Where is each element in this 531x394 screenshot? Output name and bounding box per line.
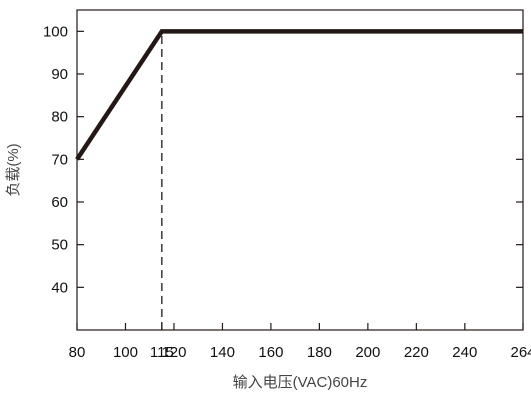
x-tick-label: 160 bbox=[258, 344, 283, 361]
load-derating-line bbox=[75, 29, 523, 161]
series-layer bbox=[75, 29, 523, 161]
y-tick-label: 50 bbox=[51, 237, 68, 254]
y-tick-label: 80 bbox=[51, 109, 68, 126]
y-tick-label: 90 bbox=[51, 66, 68, 83]
x-tick-label: 220 bbox=[404, 344, 429, 361]
y-tick-label: 40 bbox=[51, 279, 68, 296]
y-tick-label: 70 bbox=[51, 151, 68, 168]
x-tick-label: 115 bbox=[150, 344, 174, 361]
x-tick-label: 140 bbox=[210, 344, 235, 361]
x-tick-label: 80 bbox=[69, 344, 86, 361]
y-axis-title: 负载(%) bbox=[5, 143, 22, 196]
y-tick-label: 60 bbox=[51, 194, 68, 211]
x-tick-label: 240 bbox=[452, 344, 477, 361]
x-tick-label: 264 bbox=[510, 344, 531, 361]
x-tick-label: 120 bbox=[161, 344, 186, 361]
x-axis-title: 输入电压(VAC)60Hz bbox=[233, 374, 368, 391]
plot-frame bbox=[76, 9, 524, 331]
y-tick-label: 100 bbox=[43, 23, 68, 40]
x-tick-label: 100 bbox=[113, 344, 138, 361]
x-tick-label: 200 bbox=[355, 344, 380, 361]
x-tick-label: 180 bbox=[307, 344, 332, 361]
